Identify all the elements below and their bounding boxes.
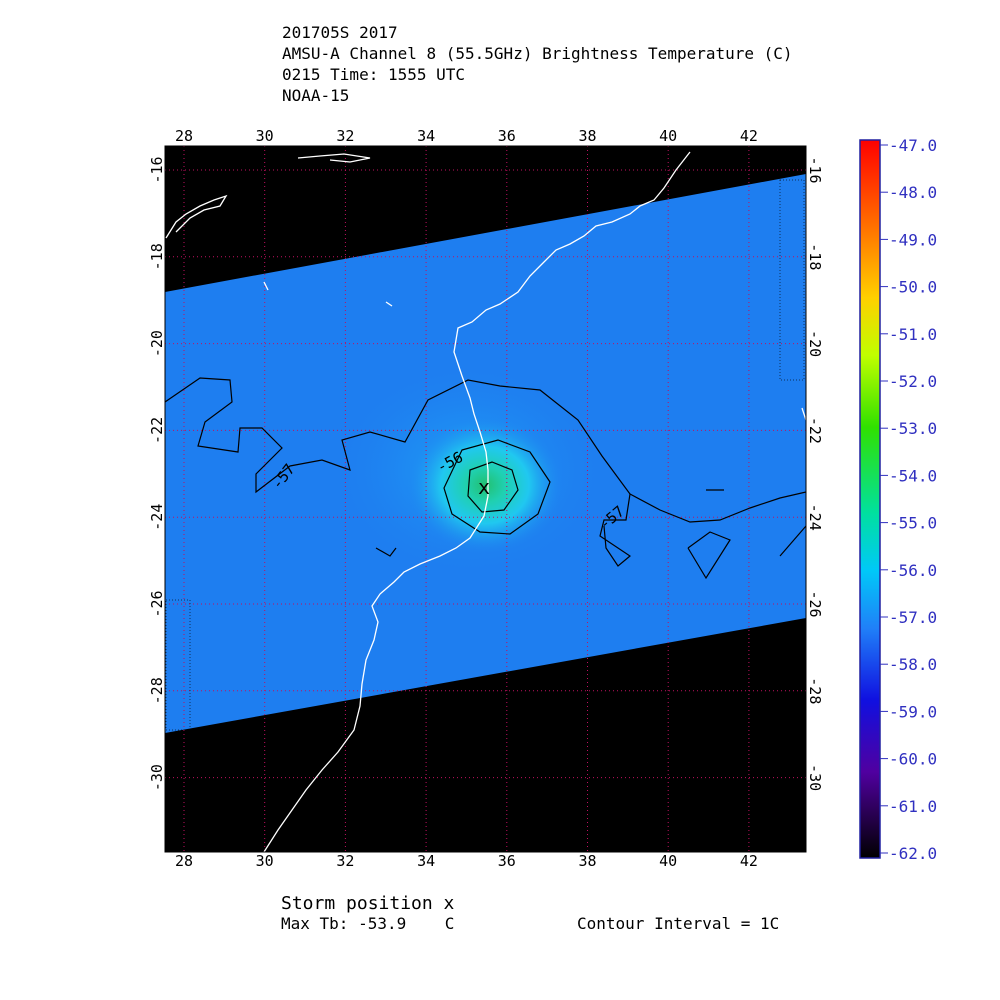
colorbar-label: -52.0 (889, 372, 937, 391)
lat-tick-label-left: -28 (148, 677, 166, 704)
colorbar-label: -53.0 (889, 419, 937, 438)
colorbar-label: -59.0 (889, 702, 937, 721)
contour-small-1 (375, 547, 397, 557)
lon-tick-label-bottom: 36 (498, 852, 516, 870)
axis-tick-labels: 28 28 30 30 32 32 34 34 36 36 38 38 40 40 42 42 -16 -16 -1… (148, 127, 824, 870)
max-tb-caption: Max Tb: -53.9 C (281, 914, 455, 933)
edge-stippling (165, 179, 805, 731)
colorbar-label: -61.0 (889, 797, 937, 816)
graticule (165, 146, 806, 852)
lat-tick-label-left: -16 (148, 156, 166, 183)
coastline (165, 151, 806, 852)
lon-tick-label-bottom: 42 (740, 852, 758, 870)
lat-tick-label-right: -30 (806, 764, 824, 791)
lon-tick-label-top: 28 (175, 127, 193, 145)
storm-position-marker: x (478, 475, 490, 499)
lon-tick-label-top: 38 (578, 127, 596, 145)
lon-tick-label-top: 32 (336, 127, 354, 145)
colorbar-label: -54.0 (889, 466, 937, 485)
lat-tick-label-right: -18 (806, 243, 824, 270)
lat-tick-label-left: -20 (148, 330, 166, 357)
colorbar-label: -60.0 (889, 750, 937, 769)
lon-tick-label-bottom: 34 (417, 852, 435, 870)
colorbar-label: -57.0 (889, 608, 937, 627)
colorbar-label: -48.0 (889, 183, 937, 202)
lon-tick-label-bottom: 40 (659, 852, 677, 870)
lat-tick-label-right: -20 (806, 330, 824, 357)
colorbar-label: -50.0 (889, 278, 937, 297)
map-frame (164, 145, 807, 853)
lon-tick-label-bottom: 38 (578, 852, 596, 870)
colorbar-label: -62.0 (889, 844, 937, 863)
lat-tick-label-right: -28 (806, 677, 824, 704)
lat-tick-label-left: -24 (148, 504, 166, 531)
lon-tick-label-top: 36 (498, 127, 516, 145)
storm-position-caption: Storm position x (281, 893, 455, 914)
lon-tick-label-top: 40 (659, 127, 677, 145)
colorbar (859, 139, 881, 859)
lon-tick-label-top: 34 (417, 127, 435, 145)
contour-57-east (629, 491, 806, 523)
lat-tick-label-left: -30 (148, 764, 166, 791)
lat-tick-label-left: -18 (148, 243, 166, 270)
title-line-1: 201705S 2017 (282, 23, 398, 42)
colorbar-label: -49.0 (889, 230, 937, 249)
colorbar-labels: -47.0 -48.0 -49.0 -50.0 -51.0 -52.0 -53.0 -54.0… (880, 136, 937, 863)
colorbar-label: -55.0 (889, 514, 937, 533)
lat-tick-label-right: -24 (806, 504, 824, 531)
lon-tick-label-bottom: 30 (256, 852, 274, 870)
title-line-4: NOAA-15 (282, 86, 350, 105)
contour-57-se (779, 525, 806, 557)
colorbar-label: -51.0 (889, 325, 937, 344)
lon-tick-label-top: 30 (256, 127, 274, 145)
lat-tick-label-left: -22 (148, 417, 166, 444)
contour-56 (443, 439, 551, 535)
lon-tick-label-bottom: 32 (336, 852, 354, 870)
contour-57-loop (687, 531, 731, 580)
lat-tick-label-right: -22 (806, 417, 824, 444)
colorbar-label: -58.0 (889, 655, 937, 674)
lon-tick-label-bottom: 28 (175, 852, 193, 870)
contour-55 (467, 461, 519, 513)
contour-interval-caption: Contour Interval = 1C (577, 914, 780, 933)
title-line-2: AMSU-A Channel 8 (55.5GHz) Brightness Te… (282, 44, 793, 63)
contour-lines (165, 377, 806, 580)
colorbar-label: -56.0 (889, 561, 937, 580)
colorbar-label: -47.0 (889, 136, 937, 155)
contour-57-west (165, 377, 632, 567)
lat-tick-label-left: -26 (148, 590, 166, 617)
lon-tick-label-top: 42 (740, 127, 758, 145)
lat-tick-label-right: -16 (806, 156, 824, 183)
lat-tick-label-right: -26 (806, 590, 824, 617)
title-line-3: 0215 Time: 1555 UTC (282, 65, 466, 84)
